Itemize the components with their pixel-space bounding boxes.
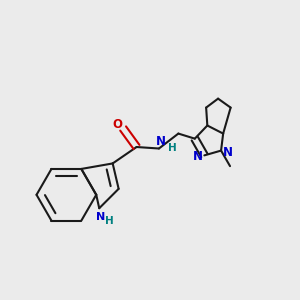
Text: H: H (105, 216, 114, 226)
Text: O: O (113, 118, 123, 131)
Text: N: N (193, 150, 203, 164)
Text: N: N (156, 135, 166, 148)
Text: H: H (168, 143, 177, 153)
Text: N: N (223, 146, 232, 159)
Text: N: N (96, 212, 105, 222)
